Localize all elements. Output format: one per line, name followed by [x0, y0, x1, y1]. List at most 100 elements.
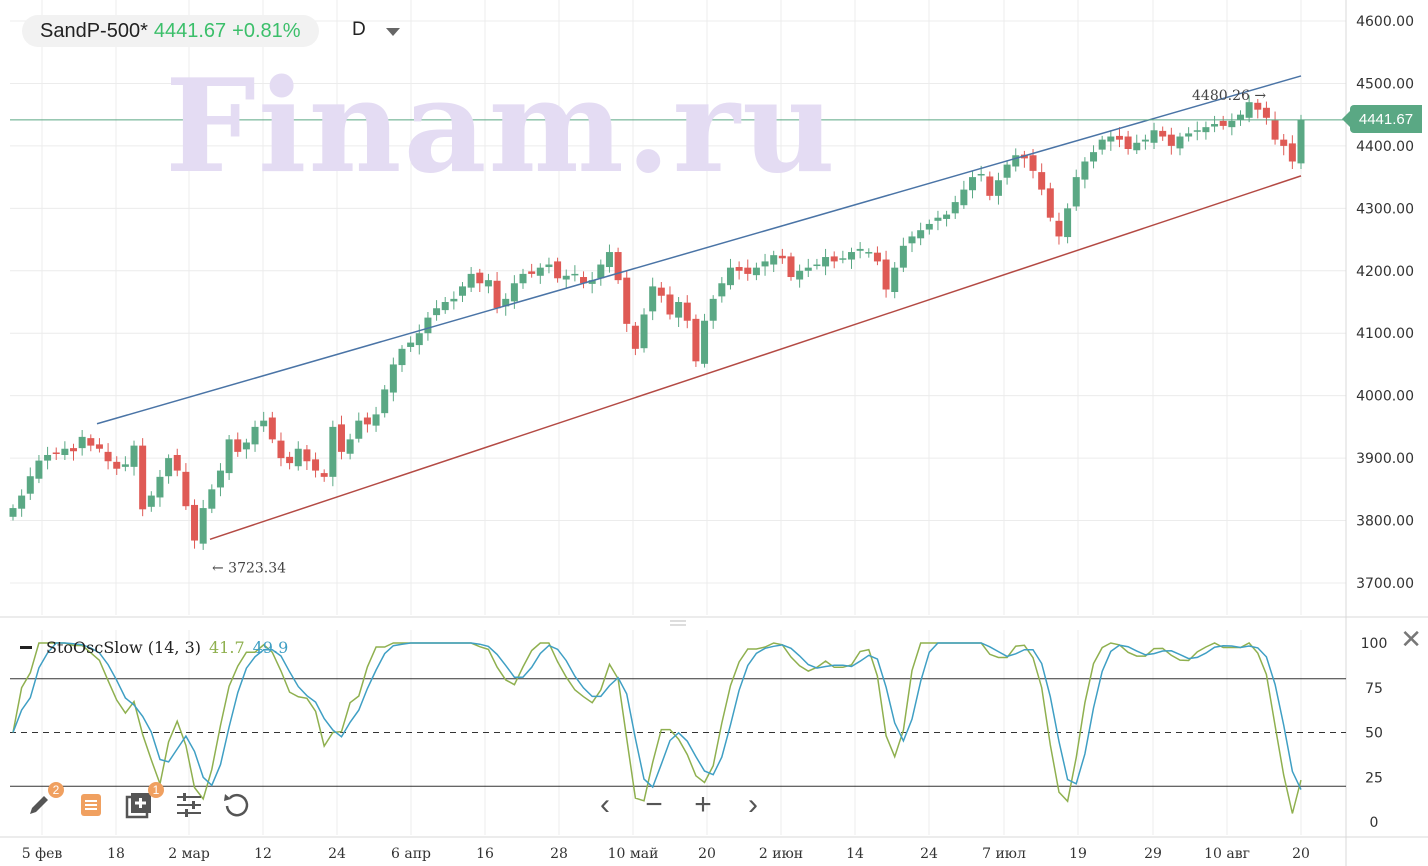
- stoch-tick-label: 0: [1370, 815, 1379, 831]
- candle-body: [571, 273, 579, 276]
- candle-body: [18, 495, 26, 509]
- candle-body: [908, 236, 916, 244]
- candle-body: [1064, 208, 1072, 238]
- candle-body: [502, 298, 510, 307]
- candle-body: [891, 267, 899, 293]
- y-tick-label: 4400.00: [1356, 139, 1414, 155]
- candle-body: [476, 272, 484, 284]
- candle-body: [52, 452, 60, 454]
- candle-body: [1280, 139, 1288, 146]
- x-tick-label: 10 авг: [1204, 846, 1250, 862]
- x-tick-label: 20: [698, 846, 716, 862]
- reset-icon[interactable]: [222, 790, 252, 820]
- scroll-right-button[interactable]: ›: [748, 788, 758, 821]
- candle-body: [147, 495, 155, 507]
- scroll-left-button[interactable]: ‹: [600, 788, 610, 821]
- candle-body: [1098, 139, 1106, 150]
- collapse-icon[interactable]: [20, 646, 32, 649]
- candle-body: [605, 252, 613, 268]
- candle-body: [536, 267, 544, 276]
- indicator-k-value: 41.7: [209, 638, 245, 657]
- candle-body: [787, 256, 795, 278]
- candle-body: [320, 473, 328, 477]
- candle-body: [1167, 134, 1175, 146]
- candle-body: [1115, 135, 1123, 140]
- candle-body: [873, 252, 881, 262]
- symbol-selector[interactable]: SandP-500* 4441.67 +0.81%: [22, 15, 319, 47]
- candle-body: [251, 426, 259, 445]
- pencil-icon[interactable]: 2: [24, 782, 64, 820]
- candle-body: [752, 267, 760, 276]
- candle-body: [994, 180, 1002, 196]
- candle-body: [969, 177, 977, 191]
- candle-body: [234, 439, 242, 452]
- candle-body: [1072, 177, 1080, 207]
- y-tick-label: 4300.00: [1356, 201, 1414, 217]
- interval-selector[interactable]: D: [352, 19, 366, 40]
- close-icon[interactable]: ✕: [1400, 624, 1422, 654]
- y-tick-label: 4600.00: [1356, 14, 1414, 30]
- x-tick-label: 29: [1144, 846, 1162, 862]
- x-tick-label: 19: [1069, 846, 1087, 862]
- candle-body: [796, 270, 804, 280]
- candle-body: [580, 277, 588, 284]
- stoch-tick-label: 50: [1365, 726, 1383, 742]
- candle-body: [424, 317, 432, 334]
- upper-trend-line: [96, 75, 1302, 425]
- candle-body: [312, 459, 320, 471]
- candle-body: [1046, 188, 1054, 218]
- candle-body: [389, 364, 397, 393]
- candle-body: [87, 438, 95, 446]
- notes-icon[interactable]: [76, 790, 106, 820]
- candle-body: [614, 252, 622, 281]
- candle-body: [1211, 124, 1219, 127]
- y-tick-label: 4500.00: [1356, 76, 1414, 92]
- candle-body: [554, 261, 562, 279]
- candle-body: [277, 440, 285, 459]
- candle-body: [856, 248, 864, 251]
- candle-body: [1055, 220, 1063, 237]
- candle-body: [1254, 102, 1262, 110]
- candle-body: [1012, 155, 1020, 167]
- x-tick-label: 16: [476, 846, 494, 862]
- candle-body: [165, 458, 173, 477]
- candle-body: [398, 348, 406, 366]
- zoom-in-button[interactable]: +: [694, 788, 712, 821]
- candle-body: [1288, 143, 1296, 162]
- candle-body: [130, 445, 138, 467]
- high-annotation: 4480.26 →: [1192, 88, 1266, 104]
- candle-body: [26, 476, 34, 494]
- candle-body: [121, 464, 129, 467]
- lower-trend-line: [209, 175, 1302, 541]
- candle-body: [657, 287, 665, 296]
- candle-body: [191, 504, 199, 541]
- candle-body: [372, 414, 380, 426]
- settings-sliders-icon[interactable]: [174, 790, 204, 820]
- candle-body: [173, 454, 181, 471]
- symbol-name: SandP-500*: [40, 19, 148, 42]
- candle-body: [692, 318, 700, 362]
- add-layer-icon[interactable]: 1: [124, 782, 164, 820]
- candle-body: [1141, 139, 1149, 142]
- candle-body: [735, 267, 743, 271]
- zoom-out-button[interactable]: −: [645, 788, 663, 821]
- candle-body: [977, 173, 985, 176]
- candle-body: [545, 264, 553, 268]
- candle-body: [597, 264, 605, 279]
- candle-body: [78, 436, 86, 449]
- x-tick-label: 12: [254, 846, 272, 862]
- x-tick-label: 2 июн: [759, 846, 803, 862]
- candle-body: [294, 448, 302, 467]
- candle-body: [113, 461, 121, 469]
- indicator-d-value: 49.9: [252, 638, 289, 657]
- candle-body: [208, 489, 216, 509]
- x-tick-label: 18: [107, 846, 125, 862]
- candle-body: [35, 460, 43, 479]
- chevron-down-icon[interactable]: [386, 28, 400, 36]
- candle-body: [459, 286, 467, 296]
- candle-body: [363, 417, 371, 425]
- candle-body: [216, 470, 224, 488]
- low-annotation: ← 3723.34: [212, 560, 286, 576]
- stoch-d-line: [12, 642, 1302, 790]
